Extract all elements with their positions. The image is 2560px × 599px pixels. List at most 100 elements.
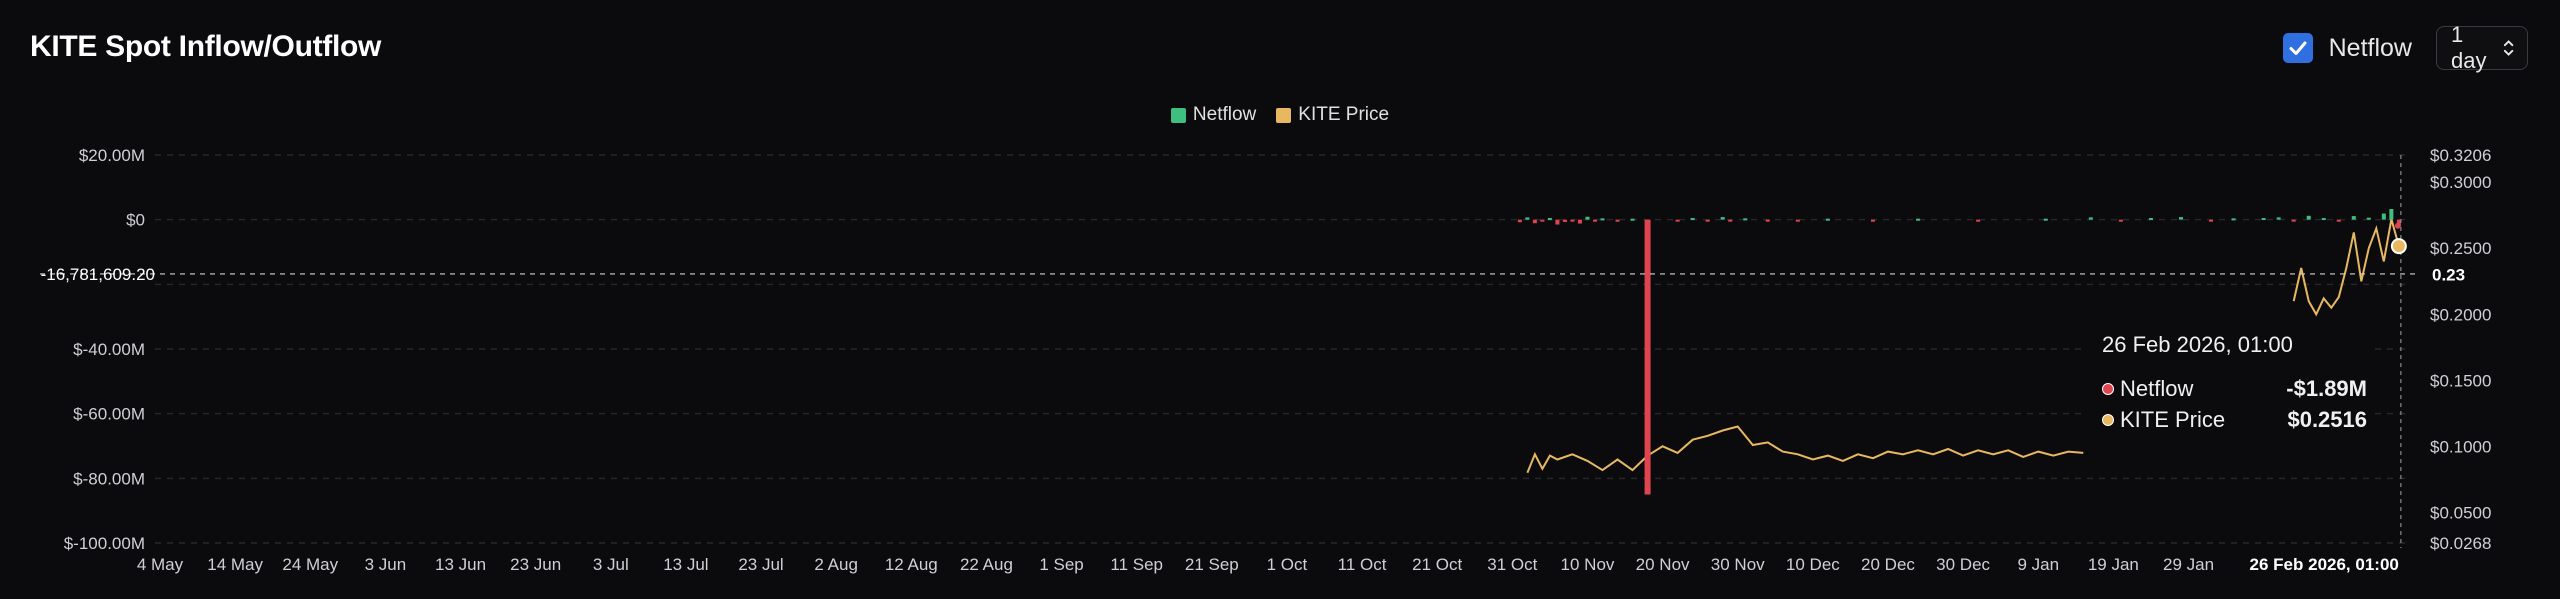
y-right-tick-label: $0.3000 bbox=[2430, 173, 2491, 192]
netflow-bar bbox=[1690, 218, 1695, 221]
y-left-tick-label: $20.00M bbox=[79, 146, 145, 165]
netflow-bar bbox=[2351, 216, 2356, 220]
updown-chevron-icon bbox=[2503, 40, 2514, 56]
tooltip-value-netflow: -$1.89M bbox=[2286, 376, 2367, 401]
x-tick-label: 10 Nov bbox=[1561, 555, 1615, 574]
chart-tooltip: 26 Feb 2026, 01:00 Netflow -$1.89M KITE … bbox=[2082, 320, 2372, 450]
netflow-bar bbox=[1743, 218, 1748, 221]
netflow-bar bbox=[1630, 218, 1635, 221]
x-tick-label: 29 Jan bbox=[2163, 555, 2214, 574]
netflow-bar bbox=[2381, 213, 2386, 220]
netflow-bar bbox=[2366, 217, 2371, 220]
y-left-tick-label: $-100.00M bbox=[64, 534, 145, 553]
x-tick-label: 11 Sep bbox=[1110, 555, 1163, 574]
y-right-tick-label: $0.1000 bbox=[2430, 437, 2491, 456]
interval-select[interactable]: 1 day bbox=[2436, 22, 2528, 73]
netflow-bar bbox=[2178, 217, 2183, 220]
interval-select-value: 1 day bbox=[2451, 22, 2487, 73]
netflow-bar bbox=[1825, 218, 1830, 221]
tooltip-row-netflow: Netflow -$1.89M bbox=[2102, 376, 2367, 402]
netflow-bar bbox=[1577, 219, 1582, 224]
y-right-tick-label: $0.0268 bbox=[2430, 534, 2491, 553]
x-tick-label: 24 May bbox=[282, 555, 338, 574]
netflow-bar bbox=[1547, 218, 1552, 221]
legend-item-netflow[interactable]: Netflow bbox=[1170, 104, 1257, 126]
x-tick-label: 3 Jun bbox=[365, 555, 407, 574]
tooltip-dot-netflow bbox=[2102, 383, 2114, 395]
legend-label-netflow: Netflow bbox=[1192, 104, 1257, 125]
chart-controls: Netflow 1 day bbox=[2282, 22, 2528, 73]
netflow-bar bbox=[2148, 218, 2153, 221]
netflow-bar bbox=[1540, 219, 1545, 222]
netflow-bar bbox=[1615, 219, 1620, 222]
y-right-tick-label: $0.2000 bbox=[2430, 305, 2491, 324]
netflow-bar bbox=[2306, 215, 2311, 220]
x-tick-label: 20 Nov bbox=[1636, 555, 1690, 574]
netflow-bar bbox=[1592, 219, 1597, 222]
x-tick-label: 1 Sep bbox=[1039, 555, 1083, 574]
y-left-tick-label: $0 bbox=[126, 211, 145, 230]
price-line-segment bbox=[2292, 218, 2400, 317]
netflow-bar bbox=[2231, 218, 2236, 221]
tooltip-row-kite-price: KITE Price $0.2516 bbox=[2102, 407, 2367, 433]
netflow-bar bbox=[1705, 219, 1710, 222]
netflow-bar bbox=[2336, 219, 2341, 222]
x-tick-label: 22 Aug bbox=[960, 555, 1013, 574]
legend-label-kite-price: KITE Price bbox=[1298, 104, 1390, 125]
netflow-bar bbox=[1517, 219, 1522, 223]
y-left-tick-label: $-80.00M bbox=[73, 469, 145, 488]
legend-swatch-netflow bbox=[1170, 107, 1186, 123]
y-right-tick-label: $0.2500 bbox=[2430, 239, 2491, 258]
netflow-bar bbox=[1870, 219, 1875, 222]
y-right-tick-label: $0.3206 bbox=[2430, 146, 2491, 165]
netflow-bar bbox=[1675, 219, 1680, 222]
netflow-bar bbox=[2291, 219, 2296, 222]
netflow-bar bbox=[1570, 219, 1575, 222]
tooltip-value-kite-price: $0.2516 bbox=[2287, 407, 2367, 432]
netflow-bar bbox=[1976, 219, 1981, 222]
netflow-bar bbox=[1562, 219, 1567, 222]
netflow-bar bbox=[1525, 217, 1530, 220]
x-tick-label: 23 Jun bbox=[510, 555, 561, 574]
legend-swatch-kite-price bbox=[1276, 107, 1292, 123]
x-tick-label: 19 Jan bbox=[2088, 555, 2139, 574]
x-tick-label: 13 Jun bbox=[435, 555, 486, 574]
price-line-segment bbox=[1526, 425, 2084, 474]
netflow-bar bbox=[2209, 219, 2214, 222]
netflow-bar-spike bbox=[1644, 219, 1651, 495]
netflow-bar bbox=[1765, 219, 1770, 222]
netflow-bar bbox=[1916, 218, 1921, 221]
x-tick-label: 13 Jul bbox=[663, 555, 708, 574]
x-tick-label: 4 May bbox=[137, 555, 184, 574]
x-tick-label: 30 Nov bbox=[1711, 555, 1765, 574]
netflow-bar bbox=[2396, 219, 2401, 226]
legend-item-kite-price[interactable]: KITE Price bbox=[1276, 104, 1389, 126]
netflow-bar bbox=[1600, 218, 1605, 221]
x-tick-label: 30 Dec bbox=[1936, 555, 1990, 574]
check-icon bbox=[2289, 41, 2307, 55]
x-tick-label: 20 Dec bbox=[1861, 555, 1915, 574]
x-tick-label: 1 Oct bbox=[1267, 555, 1308, 574]
y-right-tick-label: $0.0500 bbox=[2430, 503, 2491, 522]
netflow-bar bbox=[1728, 219, 1733, 222]
netflow-bar bbox=[2043, 218, 2048, 221]
netflow-checkbox-label[interactable]: Netflow bbox=[2328, 33, 2412, 62]
netflow-checkbox[interactable] bbox=[2282, 33, 2313, 63]
price-hover-marker bbox=[2390, 238, 2407, 255]
tooltip-label-netflow: Netflow bbox=[2120, 376, 2194, 401]
x-tick-label: 21 Sep bbox=[1185, 555, 1239, 574]
netflow-hover-marker bbox=[2394, 222, 2401, 229]
netflow-bar bbox=[2118, 219, 2123, 222]
y-left-tick-label: $-60.00M bbox=[73, 405, 145, 424]
y-right-tick-label: $0.1500 bbox=[2430, 371, 2491, 390]
netflow-bar bbox=[1795, 219, 1800, 222]
crosshair-left-value: -16,781,609.20 bbox=[41, 265, 155, 284]
x-tick-label: 12 Aug bbox=[885, 555, 938, 574]
netflow-bar bbox=[2261, 218, 2266, 221]
netflow-bar bbox=[1555, 219, 1560, 225]
tooltip-dot-kite-price bbox=[2102, 414, 2114, 426]
x-tick-label: 11 Oct bbox=[1338, 555, 1387, 574]
netflow-bar bbox=[2389, 208, 2394, 220]
x-tick-label: 31 Oct bbox=[1487, 555, 1537, 574]
